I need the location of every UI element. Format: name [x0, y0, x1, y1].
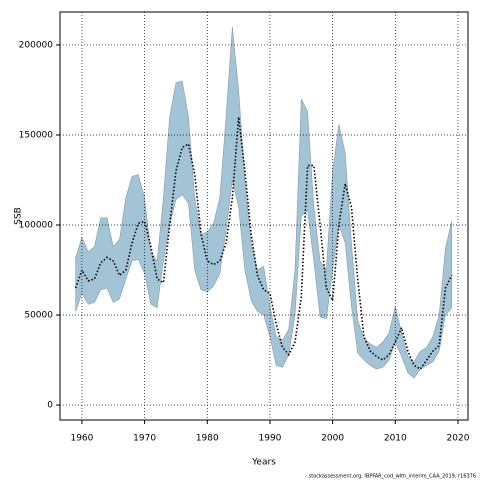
- x-tick-label: 1980: [196, 434, 219, 444]
- x-tick-label: 1960: [70, 434, 93, 444]
- x-tick-label: 1990: [259, 434, 282, 444]
- confidence-band: [75, 26, 453, 379]
- y-tick-label: 200000: [19, 40, 54, 50]
- x-tick-label: 2020: [447, 434, 470, 444]
- x-tick-label: 2000: [321, 434, 344, 444]
- y-tick-label: 50000: [24, 311, 53, 321]
- y-axis-label: SSB: [14, 207, 24, 225]
- x-tick-label: 1970: [133, 434, 156, 444]
- y-tick-label: 100000: [19, 221, 54, 231]
- y-tick-label: 150000: [19, 130, 54, 140]
- plot-frame: [59, 11, 469, 421]
- x-axis-label: Years: [251, 458, 276, 468]
- y-tick-label: 0: [47, 401, 53, 411]
- x-tick-label: 2010: [384, 434, 407, 444]
- footnote: stockassessment.org, IBPFAR_cod_with_int…: [309, 474, 476, 480]
